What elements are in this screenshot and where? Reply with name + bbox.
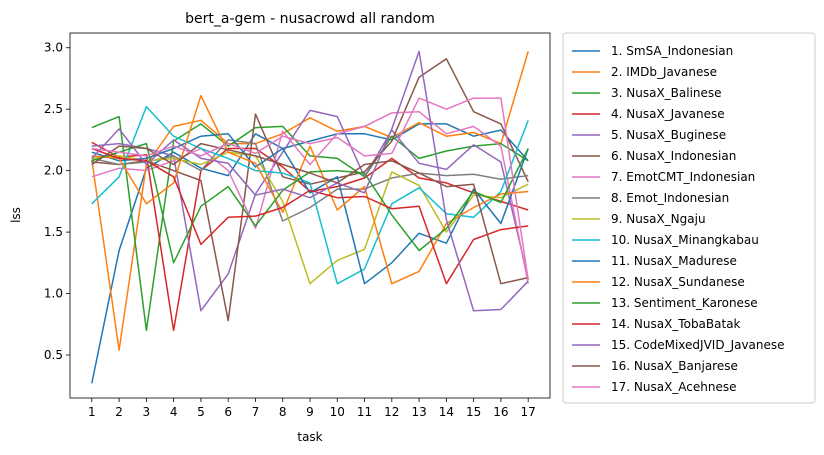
x-tick-label: 11 bbox=[357, 405, 372, 419]
legend-label-9: 9. NusaX_Ngaju bbox=[611, 212, 706, 226]
series-line-12 bbox=[91, 94, 529, 285]
series-line-3 bbox=[91, 115, 529, 332]
chart-title: bert_a-gem - nusacrowd all random bbox=[185, 11, 435, 27]
x-tick-label: 8 bbox=[279, 405, 287, 419]
y-tick-label: 1.0 bbox=[44, 287, 63, 301]
x-tick-label: 14 bbox=[439, 405, 454, 419]
legend-label-17: 17. NusaX_Acehnese bbox=[611, 380, 737, 394]
legend-frame bbox=[562, 32, 816, 404]
legend-label-3: 3. NusaX_Balinese bbox=[611, 86, 722, 100]
y-tick-label: 2.0 bbox=[44, 164, 63, 178]
legend: 1. SmSA_Indonesian 2. IMDb_Javanese 3. Nus… bbox=[562, 32, 816, 404]
series-line-14 bbox=[91, 147, 529, 285]
x-tick-label: 6 bbox=[224, 405, 232, 419]
x-tick-label: 7 bbox=[252, 405, 260, 419]
legend-label-12: 12. NusaX_Sundanese bbox=[611, 275, 745, 289]
x-tick-label: 2 bbox=[115, 405, 123, 419]
x-tick-label: 15 bbox=[466, 405, 481, 419]
x-tick-label: 1 bbox=[88, 405, 96, 419]
series-line-2 bbox=[91, 51, 529, 351]
series-line-13 bbox=[91, 142, 529, 264]
x-tick-label: 12 bbox=[384, 405, 399, 419]
series-line-17 bbox=[91, 97, 529, 281]
x-tick-label: 13 bbox=[411, 405, 426, 419]
y-tick-label: 2.5 bbox=[44, 102, 63, 116]
legend-label-15: 15. CodeMixedJVID_Javanese bbox=[611, 338, 785, 352]
series-line-4 bbox=[91, 141, 529, 332]
legend-label-4: 4. NusaX_Javanese bbox=[611, 107, 725, 121]
legend-label-11: 11. NusaX_Madurese bbox=[611, 254, 737, 268]
y-tick-label: 0.5 bbox=[44, 348, 63, 362]
plot-lines bbox=[91, 50, 529, 384]
plot-frame bbox=[69, 32, 551, 399]
legend-label-5: 5. NusaX_Buginese bbox=[611, 128, 726, 142]
x-tick-label: 17 bbox=[521, 405, 536, 419]
series-line-16 bbox=[91, 142, 529, 285]
series-line-5 bbox=[91, 109, 529, 312]
x-tick-label: 9 bbox=[306, 405, 314, 419]
legend-label-16: 16. NusaX_Banjarese bbox=[611, 359, 738, 373]
y-tick-label: 1.5 bbox=[44, 225, 63, 239]
x-axis-label: task bbox=[297, 430, 322, 444]
legend-label-13: 13. Sentiment_Karonese bbox=[611, 296, 758, 310]
x-tick-label: 4 bbox=[170, 405, 178, 419]
legend-label-1: 1. SmSA_Indonesian bbox=[611, 44, 733, 58]
legend-label-10: 10. NusaX_Minangkabau bbox=[611, 233, 759, 247]
y-tick-label: 3.0 bbox=[44, 41, 63, 55]
y-axis-label: lss bbox=[9, 207, 23, 223]
x-axis-ticks: 1 2 3 4 5 6 7 8 9 10 11 12 13 14 15 16 17 bbox=[88, 398, 536, 419]
x-tick-label: 16 bbox=[493, 405, 508, 419]
series-line-8 bbox=[91, 139, 529, 222]
y-axis-ticks: 0.5 1.0 1.5 2.0 2.5 3.0 bbox=[44, 41, 70, 362]
legend-label-14: 14. NusaX_TobaBatak bbox=[611, 317, 741, 331]
x-tick-label: 10 bbox=[330, 405, 345, 419]
series-line-15 bbox=[91, 50, 529, 312]
legend-label-7: 7. EmotCMT_Indonesian bbox=[611, 170, 755, 184]
x-tick-label: 5 bbox=[197, 405, 205, 419]
legend-label-6: 6. NusaX_Indonesian bbox=[611, 149, 736, 163]
legend-label-8: 8. Emot_Indonesian bbox=[611, 191, 729, 205]
x-tick-label: 3 bbox=[143, 405, 151, 419]
series-line-11 bbox=[91, 133, 529, 285]
legend-label-2: 2. IMDb_Javanese bbox=[611, 65, 717, 79]
series-line-7 bbox=[91, 110, 529, 284]
